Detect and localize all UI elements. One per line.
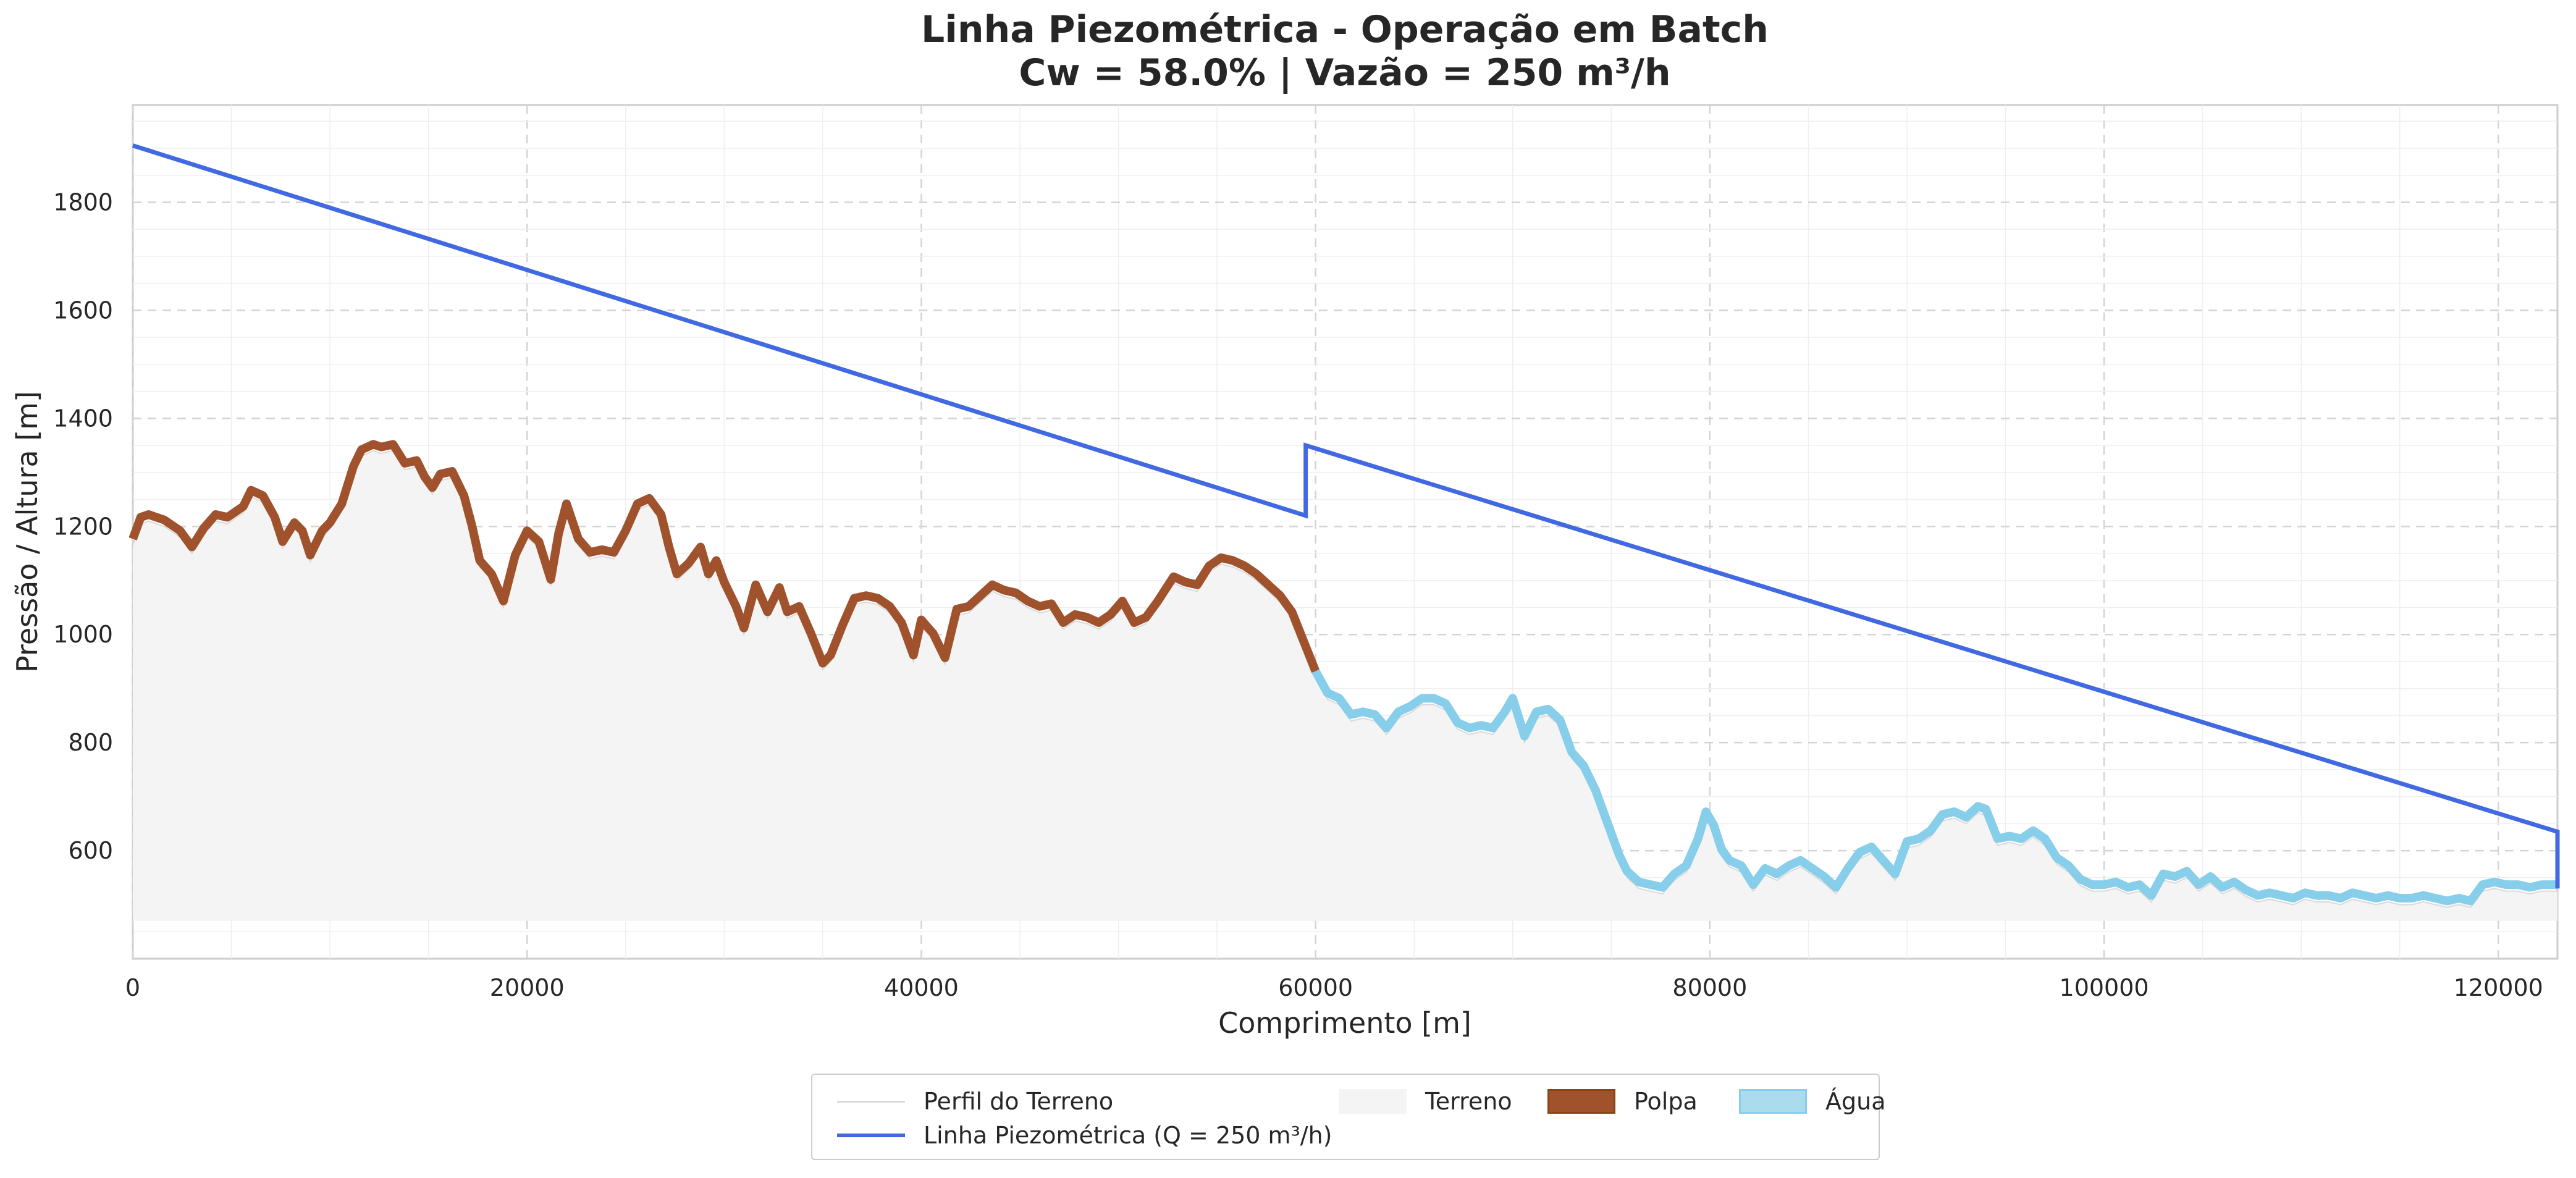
y-axis-label: Pressão / Altura [m] xyxy=(11,391,44,673)
x-axis-ticks: 0 20000 40000 60000 80000 100000 120000 xyxy=(125,974,2543,1001)
chart-title-line2: Cw = 58.0% | Vazão = 250 m³/h xyxy=(1019,51,1670,95)
x-tick-label: 40000 xyxy=(884,974,959,1001)
y-tick-label: 800 xyxy=(68,729,113,756)
x-tick-label: 60000 xyxy=(1278,974,1353,1001)
legend-swatch-terrain-profile xyxy=(837,1100,905,1103)
legend-swatch-pulp xyxy=(1547,1089,1615,1114)
x-tick-label: 20000 xyxy=(490,974,565,1001)
x-tick-label: 100000 xyxy=(2060,974,2149,1001)
y-tick-label: 600 xyxy=(68,837,113,864)
pulp-band xyxy=(128,440,1320,673)
legend-item-pulp: Polpa xyxy=(1547,1086,1698,1117)
legend-item-piezometric: Linha Piezométrica (Q = 250 m³/h) xyxy=(837,1120,1332,1151)
legend-item-water: Água xyxy=(1739,1086,1886,1117)
legend-label-pulp: Polpa xyxy=(1634,1088,1698,1115)
y-tick-label: 1600 xyxy=(53,297,113,324)
legend-swatch-terrain xyxy=(1339,1089,1407,1114)
legend-item-terrain: Terreno xyxy=(1339,1086,1512,1117)
legend-swatch-water xyxy=(1739,1089,1807,1114)
legend-label-water: Água xyxy=(1825,1088,1886,1115)
legend: Perfil do Terreno Linha Piezométrica (Q … xyxy=(811,1074,1886,1160)
y-tick-label: 1000 xyxy=(53,621,113,648)
y-tick-label: 1200 xyxy=(53,513,113,540)
legend-label-terrain-profile: Perfil do Terreno xyxy=(924,1088,1114,1115)
water-band xyxy=(1311,669,2557,906)
legend-swatch-piezometric xyxy=(837,1134,905,1137)
legend-label-terrain: Terreno xyxy=(1425,1088,1512,1115)
piezometric-line xyxy=(132,143,2560,889)
legend-label-piezometric: Linha Piezométrica (Q = 250 m³/h) xyxy=(924,1122,1332,1149)
y-tick-label: 1800 xyxy=(53,188,113,216)
x-axis-label: Comprimento [m] xyxy=(1218,1006,1471,1040)
x-tick-label: 0 xyxy=(125,974,140,1001)
legend-item-terrain-profile: Perfil do Terreno xyxy=(837,1086,1113,1117)
x-tick-label: 120000 xyxy=(2454,974,2543,1001)
chart-title-line1: Linha Piezométrica - Operação em Batch xyxy=(921,8,1769,51)
x-tick-label: 80000 xyxy=(1672,974,1747,1001)
y-tick-label: 1400 xyxy=(53,405,113,432)
y-axis-ticks: 600 800 1000 1200 1400 1600 1800 xyxy=(53,188,113,864)
terrain-area xyxy=(133,450,2557,921)
